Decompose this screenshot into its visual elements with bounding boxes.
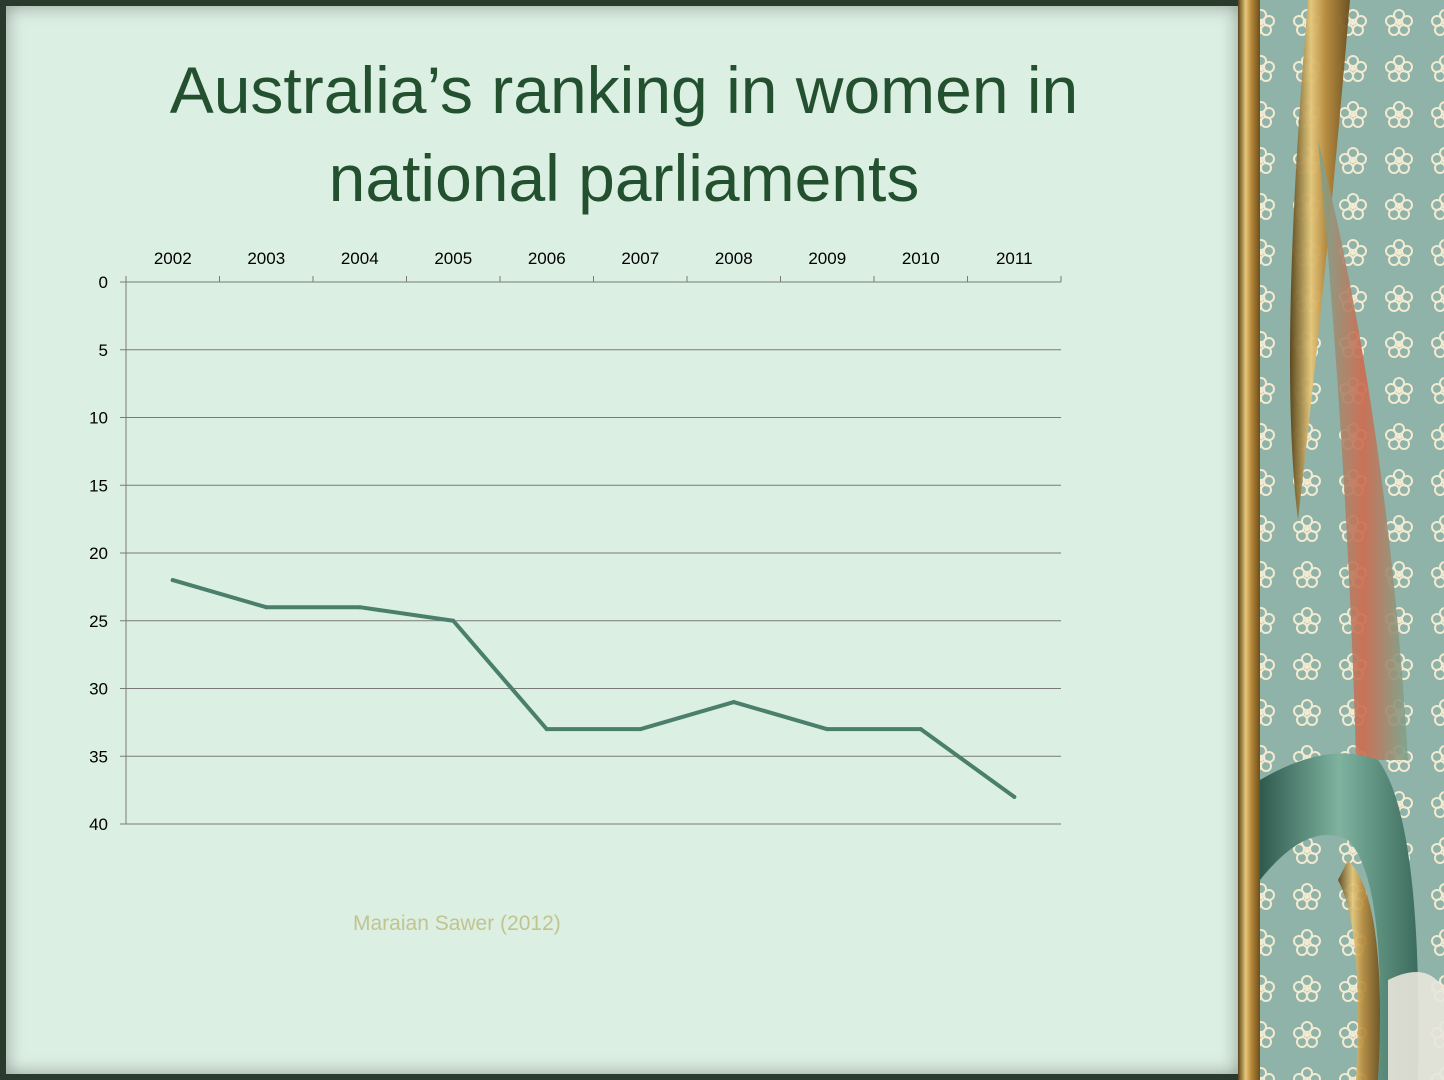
title-line-1: Australia’s ranking in women in (169, 53, 1079, 127)
x-tick-label: 2008 (715, 249, 753, 268)
data-point (357, 605, 362, 610)
data-point (825, 727, 830, 732)
y-tick-label: 20 (89, 544, 108, 563)
y-tick-label: 25 (89, 612, 108, 631)
x-tick-label: 2006 (528, 249, 566, 268)
y-tick-label: 30 (89, 680, 108, 699)
data-point (731, 700, 736, 705)
slide-panel (6, 6, 1238, 1074)
source-citation: Maraian Sawer (2012) (353, 912, 561, 935)
x-tick-label: 2010 (902, 249, 940, 268)
x-tick-label: 2002 (154, 249, 192, 268)
x-tick-label: 2009 (808, 249, 846, 268)
x-tick-label: 2011 (996, 249, 1033, 268)
data-point (170, 578, 175, 583)
y-tick-label: 35 (89, 747, 108, 766)
x-tick-label: 2007 (621, 249, 659, 268)
data-point (638, 727, 643, 732)
ranking-line-chart: 0 5 10 15 20 25 30 35 40 2002 2003 2004 2005 2006 2007… (89, 249, 1062, 834)
x-tick-label: 2004 (341, 249, 379, 268)
data-point (918, 727, 923, 732)
decorative-ribbon-art (1238, 0, 1444, 1080)
y-tick-label: 0 (99, 273, 108, 292)
y-tick-label: 5 (99, 341, 108, 360)
y-tick-label: 15 (89, 476, 108, 495)
slide-title: Australia’s ranking in women in national… (20, 46, 1228, 222)
y-tick-label: 10 (89, 409, 108, 428)
y-tick-label: 40 (89, 815, 108, 834)
x-tick-label: 2003 (247, 249, 285, 268)
data-point (544, 727, 549, 732)
x-tick-label: 2005 (434, 249, 472, 268)
data-point (451, 618, 456, 623)
ranking-series-line (170, 578, 1017, 799)
data-point (264, 605, 269, 610)
title-line-2: national parliaments (328, 141, 920, 215)
data-point (1012, 794, 1017, 799)
